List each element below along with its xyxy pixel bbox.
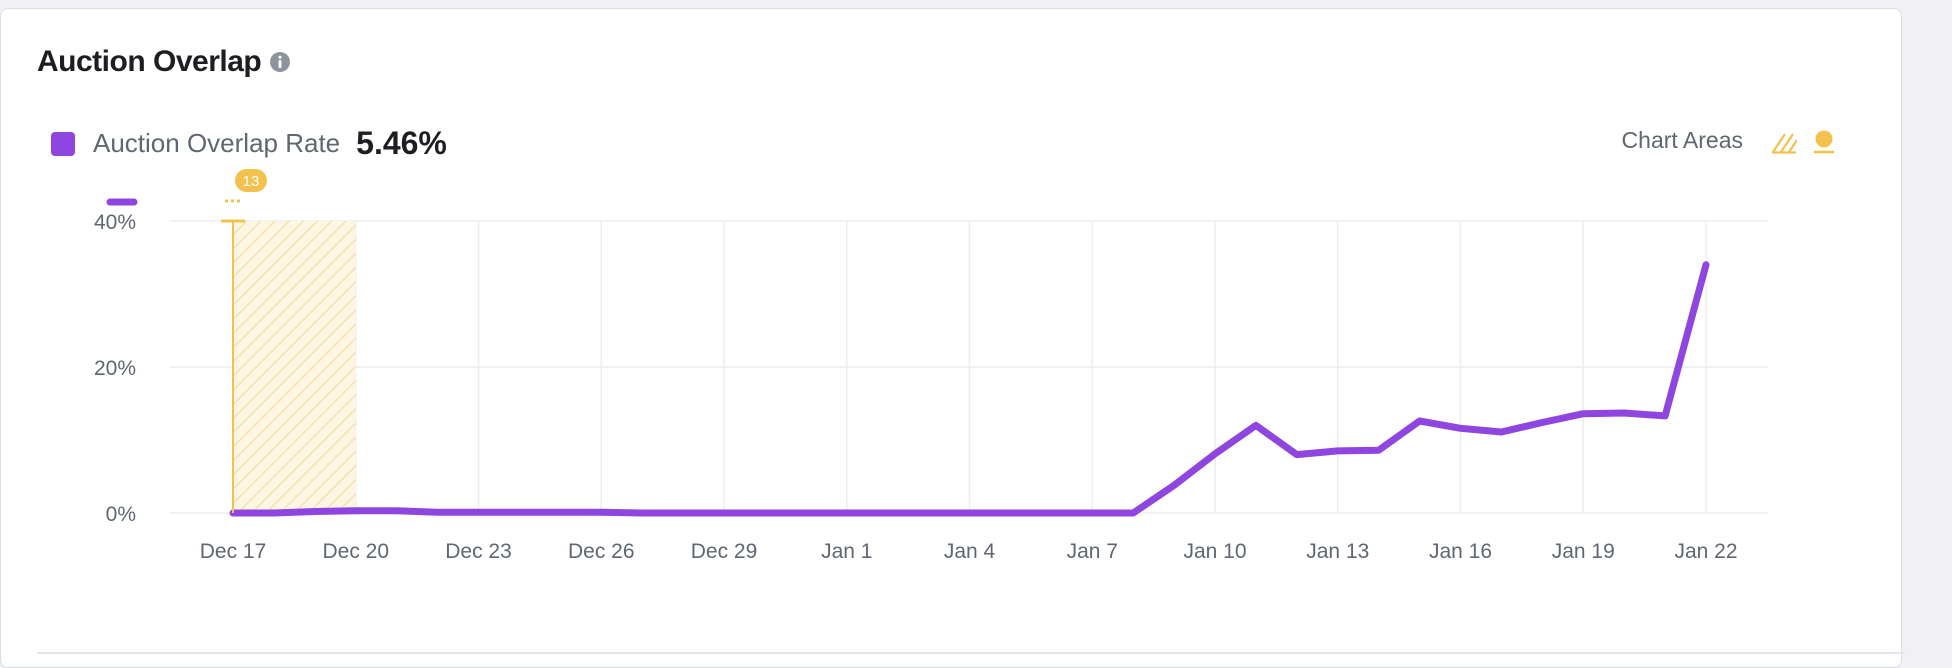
annotation-badge xyxy=(235,169,267,192)
annotation-badge-label: 13 xyxy=(243,173,260,190)
data-point xyxy=(1293,451,1300,458)
data-point xyxy=(557,509,564,516)
data-point xyxy=(311,508,318,515)
data-point xyxy=(270,510,277,517)
data-point xyxy=(393,507,400,514)
x-tick-label: Dec 23 xyxy=(445,540,512,563)
x-tick-label: Jan 19 xyxy=(1552,540,1615,563)
data-point xyxy=(1662,412,1669,419)
info-icon[interactable] xyxy=(269,51,291,73)
x-tick-label: Jan 13 xyxy=(1306,540,1369,563)
x-tick-label: Jan 4 xyxy=(944,540,996,563)
data-point xyxy=(516,509,523,516)
legend: Auction Overlap Rate 5.46% xyxy=(51,125,447,162)
data-point xyxy=(1703,261,1710,268)
data-point xyxy=(1416,418,1423,425)
x-tick-label: Dec 20 xyxy=(322,540,389,563)
data-point xyxy=(802,510,809,517)
x-tick-label: Dec 26 xyxy=(568,540,635,563)
x-tick-label: Jan 10 xyxy=(1183,540,1246,563)
data-point xyxy=(1007,510,1014,517)
y-tick-label: 20% xyxy=(94,357,136,380)
data-point xyxy=(598,509,605,516)
line-chart: Dec 17 Dec 20 Dec 23 Dec 26 Dec 29 Jan 1 Jan 4… xyxy=(94,169,1768,563)
data-point xyxy=(639,510,646,517)
legend-label: Auction Overlap Rate xyxy=(93,128,341,158)
x-tick-label: Dec 29 xyxy=(691,540,758,563)
x-tick-label: Jan 7 xyxy=(1067,540,1118,563)
data-point xyxy=(843,510,850,517)
data-point xyxy=(1334,447,1341,454)
data-point xyxy=(1621,409,1628,416)
series-line xyxy=(229,261,1710,517)
legend-swatch[interactable] xyxy=(51,131,75,156)
x-tick-label: Jan 1 xyxy=(821,540,872,563)
data-point xyxy=(884,510,891,517)
data-point xyxy=(1048,510,1055,517)
card-divider xyxy=(37,652,1905,654)
card-title: Auction Overlap xyxy=(37,45,262,78)
data-point xyxy=(1498,428,1505,435)
data-point xyxy=(966,510,973,517)
data-point xyxy=(1130,510,1137,517)
hatched-area-icon[interactable] xyxy=(1771,128,1797,154)
data-point xyxy=(1089,510,1096,517)
y-tick-label: 40% xyxy=(94,211,136,234)
x-tick-label: Jan 16 xyxy=(1429,540,1492,563)
data-point xyxy=(434,509,441,516)
chart-areas-label: Chart Areas xyxy=(1621,127,1743,153)
data-point xyxy=(680,510,687,517)
data-point xyxy=(925,510,932,517)
data-point xyxy=(1457,425,1464,432)
card-header: Auction Overlap xyxy=(37,45,291,79)
data-point xyxy=(1539,419,1546,426)
data-point xyxy=(761,510,768,517)
marker-pin-icon[interactable] xyxy=(1811,128,1837,154)
data-point xyxy=(475,509,482,516)
chart-areas-control: Chart Areas xyxy=(1622,127,1837,154)
data-point xyxy=(1171,482,1178,489)
legend-value: 5.46% xyxy=(356,125,447,161)
data-point xyxy=(1252,422,1259,429)
data-point xyxy=(1212,450,1219,457)
data-point xyxy=(1580,410,1587,417)
data-point xyxy=(1375,447,1382,454)
data-point xyxy=(721,510,728,517)
x-tick-label: Jan 22 xyxy=(1674,540,1737,563)
x-tick-label: Dec 17 xyxy=(200,540,267,563)
data-point xyxy=(352,507,359,514)
highlight-area xyxy=(233,221,356,513)
y-tick-label: 0% xyxy=(106,503,136,526)
